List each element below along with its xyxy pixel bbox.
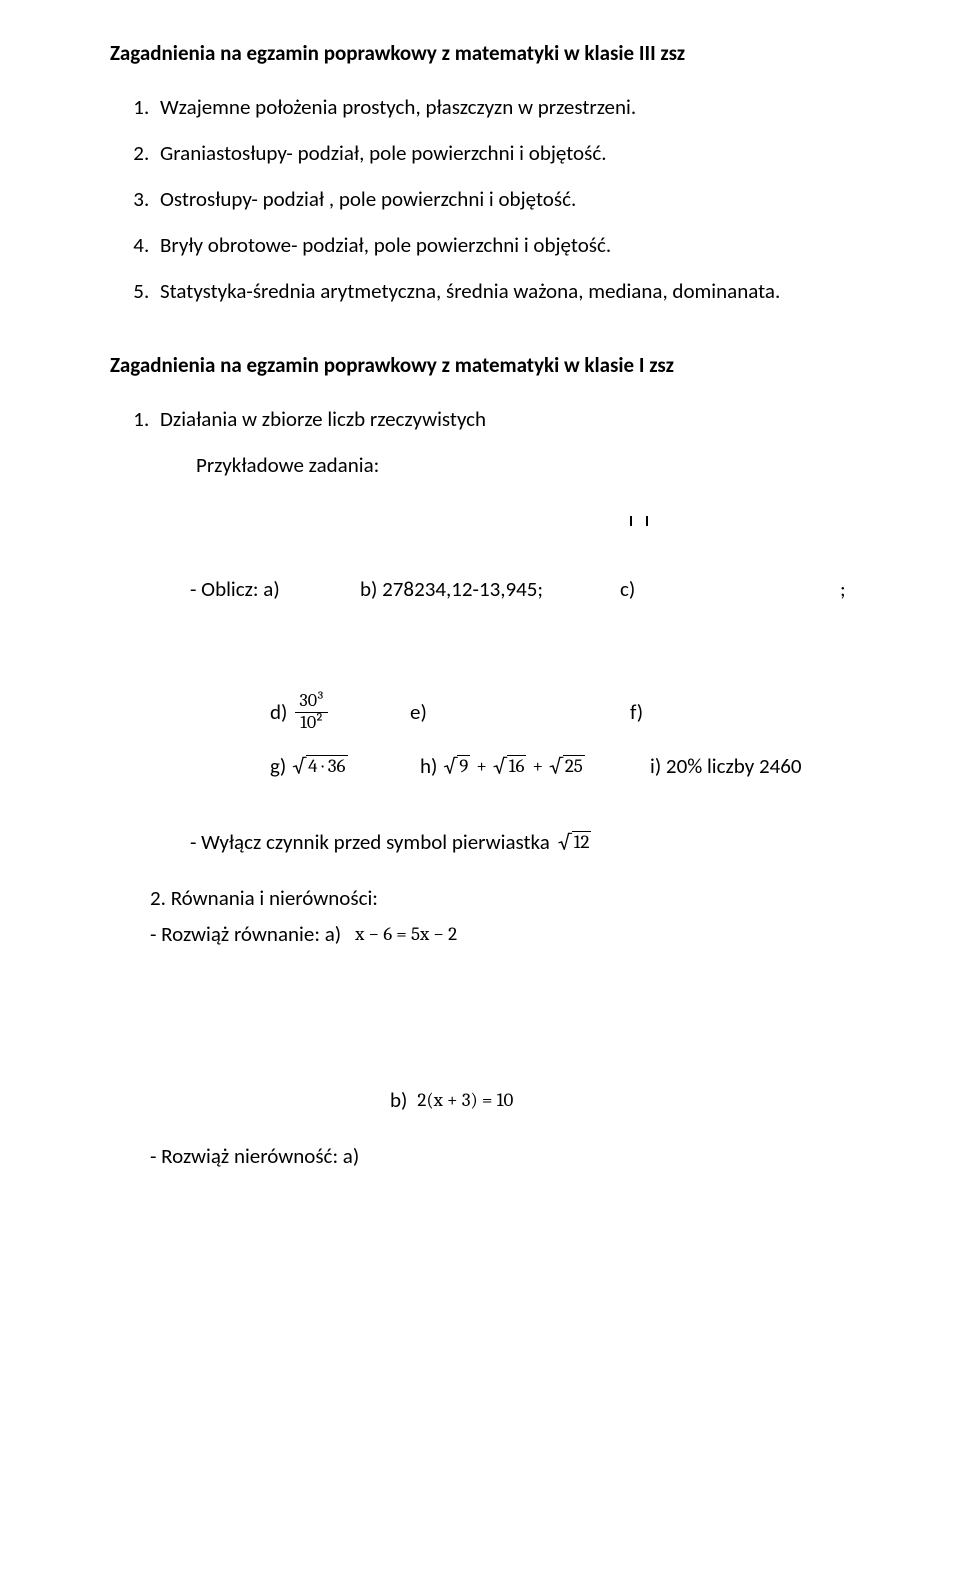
- sqrt-4-36: √4 · 36: [292, 754, 347, 778]
- list-item: Bryły obrotowe- podział, pole powierzchn…: [154, 232, 850, 258]
- oblicz-a-label: - Oblicz: a): [190, 576, 360, 602]
- page-title-3zsz: Zagadnienia na egzamin poprawkowy z mate…: [110, 40, 850, 66]
- list-item: Statystyka-średnia arytmetyczna, średnia…: [154, 278, 850, 304]
- oblicz-i: i) 20% liczby 2460: [650, 753, 802, 779]
- sqrt-25: √25: [549, 754, 585, 778]
- plus-1: +: [476, 755, 487, 777]
- example-tasks-label: Przykładowe zadania:: [110, 452, 850, 478]
- rozwiaz-rownanie-a-label: - Rozwiąż równanie: a): [150, 921, 341, 947]
- sqrt-9: √9: [443, 754, 470, 778]
- oblicz-row-1: - Oblicz: a) b) 278234,12-13,945; c) ;: [110, 576, 850, 602]
- oblicz-row-3: g) √4 · 36 h) √9 + √16 + √25 i) 20% licz…: [110, 753, 850, 779]
- fraction-30-3-over-10-2: 30³ 10²: [295, 692, 328, 733]
- oblicz-g-label: g): [270, 753, 286, 779]
- oblicz-f-label: f): [630, 699, 670, 725]
- list-item: Graniastosłupy- podział, pole powierzchn…: [154, 140, 850, 166]
- equation-b: 2(x + 3) = 10: [417, 1089, 513, 1111]
- topic-list-1zsz: Działania w zbiorze liczb rzeczywistych: [110, 406, 850, 432]
- wylacz-text: - Wyłącz czynnik przed symbol pierwiastk…: [190, 829, 550, 855]
- list-item: Działania w zbiorze liczb rzeczywistych: [154, 406, 850, 432]
- list-item: Wzajemne położenia prostych, płaszczyzn …: [154, 94, 850, 120]
- sqrt-16: √16: [493, 754, 527, 778]
- oblicz-e-label: e): [410, 699, 630, 725]
- wylacz-row: - Wyłącz czynnik przed symbol pierwiastk…: [110, 829, 850, 855]
- rozwiaz-nierownosc-row: - Rozwiąż nierówność: a): [110, 1143, 850, 1169]
- sqrt-12: √12: [558, 830, 592, 854]
- plus-2: +: [532, 755, 543, 777]
- equation-a: x − 6 = 5x − 2: [355, 923, 457, 945]
- fragment-marks-icon: [630, 502, 850, 526]
- topic-list-3zsz: Wzajemne położenia prostych, płaszczyzn …: [110, 94, 850, 304]
- oblicz-c-semicolon: ;: [840, 576, 846, 602]
- oblicz-d-label: d): [270, 699, 287, 725]
- oblicz-b: b) 278234,12-13,945;: [360, 576, 620, 602]
- list-item: Ostrosłupy- podział , pole powierzchni i…: [154, 186, 850, 212]
- oblicz-h-label: h): [420, 753, 437, 779]
- section-2-heading: 2. Równania i nierówności:: [110, 885, 850, 911]
- equation-b-label: b): [390, 1087, 407, 1113]
- equation-b-row: b) 2(x + 3) = 10: [110, 1087, 850, 1113]
- page-title-1zsz: Zagadnienia na egzamin poprawkowy z mate…: [110, 352, 850, 378]
- rozwiaz-rownanie-row: - Rozwiąż równanie: a) x − 6 = 5x − 2: [110, 921, 850, 947]
- oblicz-c-label: c): [620, 576, 840, 602]
- oblicz-row-2: d) 30³ 10² e) f): [110, 692, 850, 733]
